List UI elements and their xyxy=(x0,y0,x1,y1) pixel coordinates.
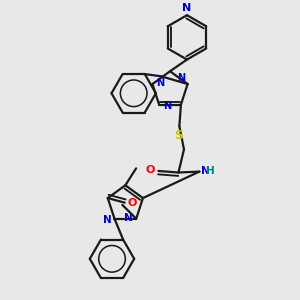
Text: N: N xyxy=(163,100,171,111)
Text: N: N xyxy=(177,73,185,82)
Text: N: N xyxy=(124,213,133,223)
Text: N: N xyxy=(103,215,111,225)
Text: N: N xyxy=(156,78,164,88)
Text: N: N xyxy=(182,3,192,13)
Text: O: O xyxy=(146,165,155,175)
Text: H: H xyxy=(206,166,214,176)
Text: O: O xyxy=(128,198,137,208)
Text: N: N xyxy=(201,166,210,176)
Text: S: S xyxy=(174,129,183,142)
